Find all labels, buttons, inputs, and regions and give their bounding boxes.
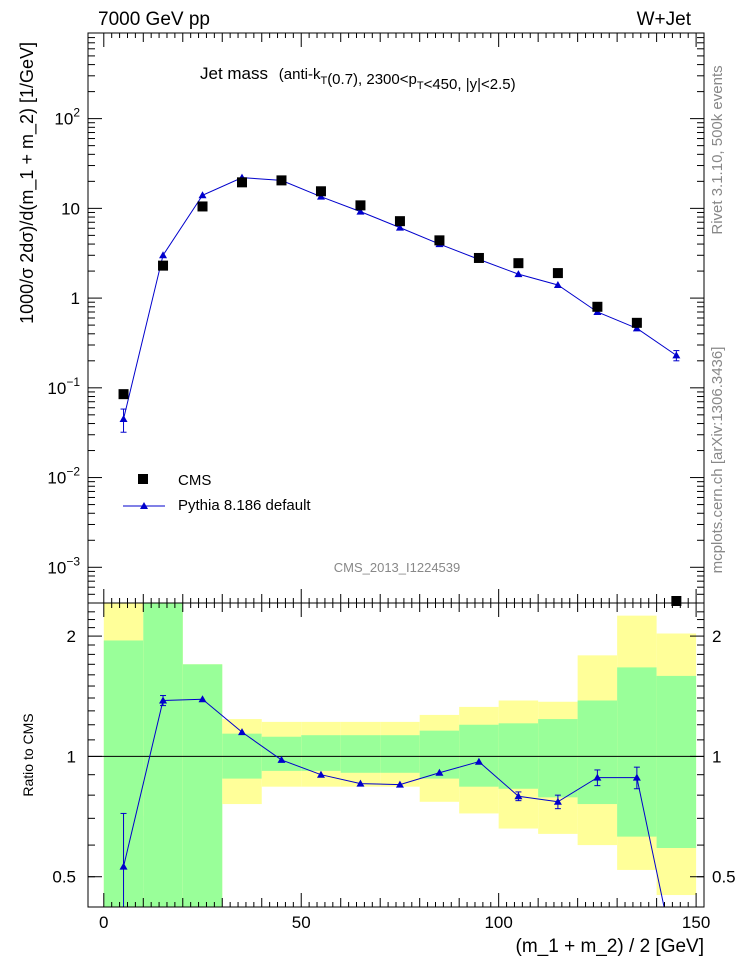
cms-point bbox=[237, 177, 247, 188]
cms-point bbox=[158, 260, 169, 271]
main-y-tick-label: 102 bbox=[54, 106, 80, 129]
ratio-x-tick-label: 50 bbox=[292, 913, 311, 932]
uncertainty-band-inner bbox=[261, 736, 302, 771]
ratio-axes: 2 2 1 1 0.5 0.5 0 50 100 150 bbox=[52, 603, 736, 932]
uncertainty-band-inner bbox=[617, 667, 657, 837]
pythia-point bbox=[632, 324, 641, 332]
ratio-y-label: Ratio to CMS bbox=[20, 713, 36, 796]
main-y-tick-label: 1 bbox=[71, 289, 80, 308]
main-title: Jet mass (anti-kT(0.7), 2300<pT<450, |y|… bbox=[200, 64, 516, 93]
main-y-tick-label: 10 bbox=[61, 199, 80, 218]
ratio-bands bbox=[88, 603, 704, 907]
ratio-x-tick-label: 100 bbox=[484, 913, 512, 932]
ratio-point bbox=[553, 797, 562, 805]
pythia-point bbox=[553, 280, 562, 288]
ratio-y-tick-label: 2 bbox=[712, 627, 721, 646]
main-title-sub: (anti-kT(0.7), 2300<pT<450, |y|<2.5) bbox=[279, 66, 516, 93]
legend-pythia-label: Pythia 8.186 default bbox=[178, 497, 311, 514]
cms-point bbox=[355, 200, 366, 211]
cms-point bbox=[118, 389, 129, 400]
legend-cms-label: CMS bbox=[178, 472, 211, 489]
ratio-panel: 2 2 1 1 0.5 0.5 0 50 100 150 Ratio to CMS (m_1 + … bbox=[20, 602, 736, 957]
mcplots-label: mcplots.cern.ch [arXiv:1306.3436] bbox=[709, 347, 726, 574]
ratio-point bbox=[593, 773, 602, 781]
cms-point bbox=[552, 268, 563, 279]
pythia-point bbox=[119, 414, 128, 422]
pythia-point bbox=[159, 251, 168, 259]
ratio-point bbox=[119, 862, 128, 870]
uncertainty-band-inner bbox=[143, 603, 183, 907]
ratio-x-tick-label: 150 bbox=[682, 913, 710, 932]
uncertainty-band-inner bbox=[538, 719, 578, 798]
uncertainty-band-inner bbox=[577, 700, 618, 805]
ratio-point bbox=[474, 757, 483, 765]
ratio-point bbox=[356, 779, 365, 787]
main-series bbox=[118, 173, 682, 606]
pythia-line bbox=[123, 177, 677, 420]
cms-point bbox=[592, 301, 603, 312]
ratio-point bbox=[514, 792, 523, 800]
legend-pythia-marker bbox=[140, 502, 148, 509]
ratio-point bbox=[277, 755, 286, 763]
ratio-point bbox=[238, 728, 246, 736]
ratio-y-tick-label: 0.5 bbox=[52, 868, 76, 887]
ratio-y-tick-label: 0.5 bbox=[712, 868, 736, 887]
uncertainty-band-inner bbox=[182, 664, 223, 907]
cms-point bbox=[394, 216, 405, 227]
ratio-x-tick-label: 0 bbox=[99, 913, 108, 932]
ratio-y-tick-label: 2 bbox=[67, 627, 76, 646]
energy-label: 7000 GeV pp bbox=[98, 9, 210, 30]
ratio-point bbox=[159, 696, 168, 704]
cms-point bbox=[434, 235, 445, 246]
ratio-y-tick-label: 1 bbox=[67, 747, 76, 766]
pythia-point bbox=[198, 191, 207, 199]
pythia-point bbox=[395, 223, 404, 231]
process-label: W+Jet bbox=[637, 9, 692, 30]
pythia-point bbox=[672, 351, 681, 359]
main-y-label: 1000/σ 2dσ)/d(m_1 + m_2) [1/GeV] bbox=[17, 42, 38, 324]
ratio-series bbox=[119, 695, 665, 908]
ratio-x-label: (m_1 + m_2) / 2 [GeV] bbox=[516, 936, 705, 957]
watermark: CMS_2013_I1224539 bbox=[334, 560, 461, 575]
cms-point bbox=[671, 596, 682, 606]
main-panel: 102 10 1 10−1 10−2 10−3 Jet mass (anti-kT(0.7… bbox=[17, 32, 705, 606]
main-y-tick-label: 10−2 bbox=[47, 465, 80, 488]
cms-point bbox=[276, 175, 287, 186]
legend-cms-marker bbox=[138, 474, 148, 484]
cms-point bbox=[315, 186, 326, 197]
ratio-point bbox=[316, 770, 325, 778]
uncertainty-band-inner bbox=[459, 724, 499, 787]
pythia-point bbox=[514, 270, 523, 278]
legend: CMS Pythia 8.186 default bbox=[123, 472, 311, 514]
uncertainty-band-inner bbox=[340, 735, 381, 773]
main-y-tick-label: 10−1 bbox=[47, 375, 80, 398]
cms-point bbox=[197, 201, 208, 212]
cms-point bbox=[473, 252, 484, 263]
ratio-point bbox=[395, 780, 404, 788]
pythia-point bbox=[356, 207, 365, 215]
ratio-point bbox=[435, 768, 444, 776]
cms-point bbox=[631, 317, 642, 328]
ratio-y-tick-label: 1 bbox=[712, 747, 721, 766]
rivet-label: Rivet 3.1.10, 500k events bbox=[709, 65, 726, 234]
uncertainty-band-inner bbox=[380, 735, 420, 773]
uncertainty-band-inner bbox=[301, 735, 341, 771]
cms-point bbox=[513, 258, 524, 269]
ratio-point bbox=[198, 695, 207, 703]
main-axes: 102 10 1 10−1 10−2 10−3 bbox=[47, 32, 704, 604]
ratio-point bbox=[632, 773, 641, 781]
uncertainty-band-inner bbox=[656, 675, 697, 849]
main-y-tick-label: 10−3 bbox=[47, 554, 80, 577]
main-title-main: Jet mass bbox=[200, 64, 268, 83]
